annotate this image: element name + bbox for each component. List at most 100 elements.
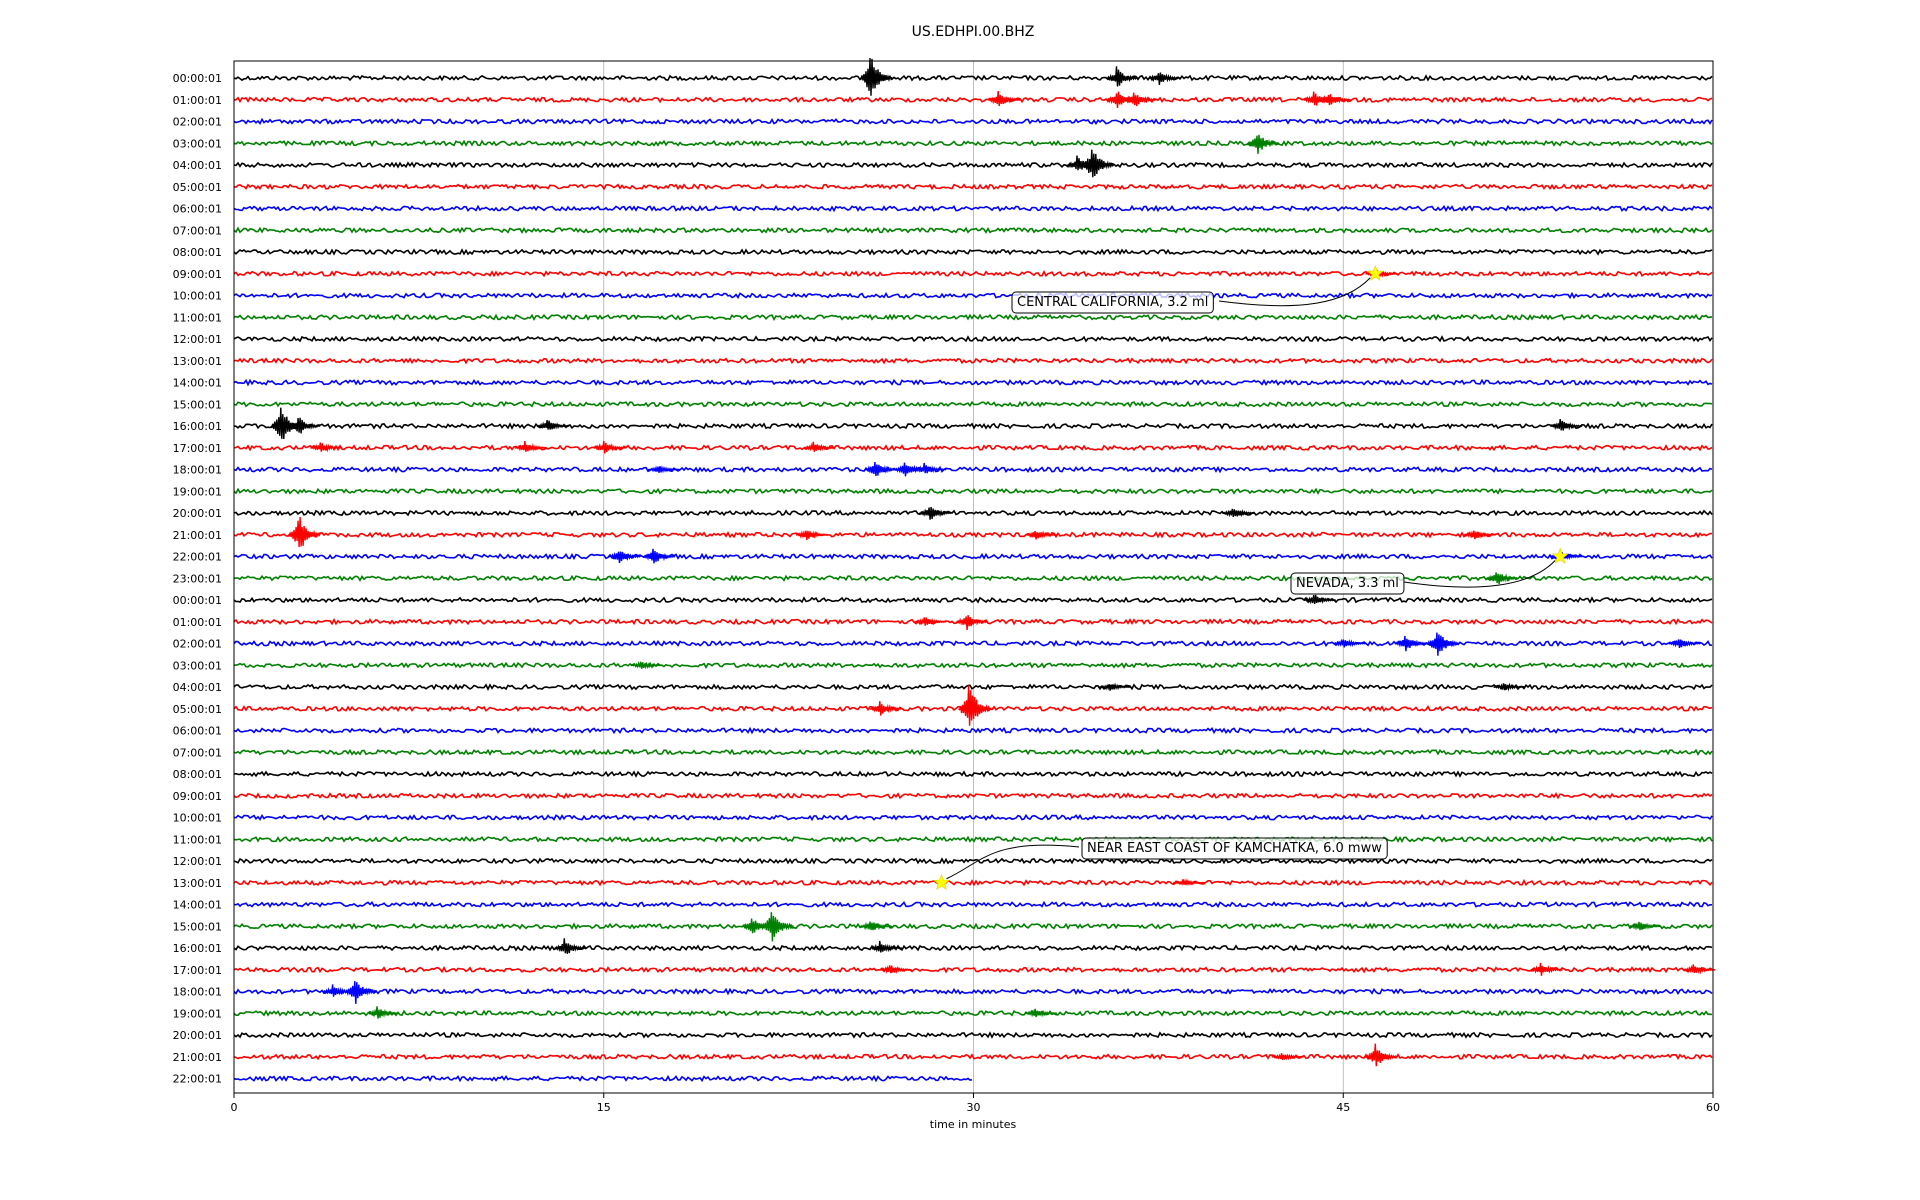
burst-wiggle bbox=[958, 685, 992, 726]
trace-row bbox=[233, 596, 1713, 604]
seismic-bursts bbox=[270, 57, 1716, 1067]
trace-row bbox=[233, 879, 1713, 887]
trace-row bbox=[234, 96, 1713, 104]
trace-row bbox=[233, 509, 1713, 517]
burst-wiggle bbox=[1098, 682, 1132, 691]
burst-wiggle bbox=[1066, 155, 1100, 171]
row-label: 00:00:01 bbox=[173, 72, 222, 85]
row-label: 06:00:01 bbox=[173, 725, 222, 738]
burst-wiggle bbox=[955, 615, 989, 631]
x-axis-ticks: 0 15 30 45 60 bbox=[231, 1093, 1720, 1114]
trace-row bbox=[233, 313, 1713, 321]
event-label: NEAR EAST COAST OF KAMCHATKA, 6.0 mww bbox=[1087, 841, 1382, 856]
event-label-box bbox=[1081, 837, 1388, 860]
trace-row bbox=[233, 922, 1713, 930]
burst-wiggle bbox=[859, 921, 893, 931]
trace-row bbox=[233, 552, 1713, 561]
row-label: 20:00:01 bbox=[173, 1029, 222, 1042]
row-label: 10:00:01 bbox=[173, 290, 222, 303]
event-annotation: NEVADA, 3.3 ml bbox=[1290, 547, 1569, 595]
row-label: 05:00:01 bbox=[173, 703, 222, 716]
burst-wiggle bbox=[287, 417, 321, 434]
trace-row bbox=[233, 900, 1712, 909]
row-label: 19:00:01 bbox=[173, 485, 222, 498]
burst-wiggle bbox=[1530, 962, 1563, 976]
burst-wiggle bbox=[869, 940, 903, 953]
trace-row bbox=[233, 422, 1713, 430]
trace-row bbox=[233, 813, 1713, 822]
burst-wiggle bbox=[593, 440, 627, 454]
event-star-marker bbox=[932, 873, 950, 890]
row-label: 12:00:01 bbox=[173, 855, 222, 868]
burst-wiggle bbox=[1426, 632, 1460, 656]
burst-wiggle bbox=[1683, 964, 1716, 975]
row-label: 07:00:01 bbox=[173, 224, 222, 237]
row-label: 03:00:01 bbox=[173, 137, 222, 150]
burst-wiggle bbox=[1333, 638, 1366, 648]
burst-wiggle bbox=[1463, 530, 1497, 540]
trace-row bbox=[233, 531, 1713, 539]
burst-wiggle bbox=[1172, 878, 1206, 887]
x-axis-label: time in minutes bbox=[930, 1118, 1017, 1131]
trace-row bbox=[233, 683, 1713, 691]
row-label: 04:00:01 bbox=[173, 159, 222, 172]
trace-row bbox=[233, 335, 1713, 343]
x-tick-label: 45 bbox=[1336, 1101, 1350, 1114]
row-label: 10:00:01 bbox=[173, 812, 222, 825]
x-tick-label: 30 bbox=[967, 1101, 981, 1114]
trace-row bbox=[233, 965, 1713, 974]
burst-wiggle bbox=[322, 984, 355, 997]
x-tick-label: 60 bbox=[1706, 1101, 1720, 1114]
burst-wiggle bbox=[287, 516, 321, 548]
trace-row bbox=[233, 944, 1713, 952]
trace-row bbox=[233, 248, 1713, 256]
row-label: 09:00:01 bbox=[173, 790, 222, 803]
trace-row bbox=[233, 117, 1713, 125]
row-label: 08:00:01 bbox=[173, 246, 222, 259]
row-label: 19:00:01 bbox=[173, 1007, 222, 1020]
x-tick-label: 15 bbox=[597, 1101, 611, 1114]
burst-wiggle bbox=[741, 918, 775, 934]
burst-wiggle bbox=[1550, 419, 1583, 431]
burst-wiggle bbox=[1394, 635, 1428, 652]
row-label: 18:00:01 bbox=[173, 986, 222, 999]
seismogram-traces bbox=[233, 74, 1713, 1083]
row-label: 11:00:01 bbox=[173, 311, 222, 324]
burst-wiggle bbox=[803, 441, 836, 452]
trace-row bbox=[233, 1074, 973, 1083]
burst-wiggle bbox=[647, 465, 681, 474]
burst-wiggle bbox=[1246, 134, 1280, 154]
burst-wiggle bbox=[859, 57, 893, 96]
event-connector bbox=[1218, 277, 1371, 307]
trace-row bbox=[233, 487, 1713, 495]
row-label: 09:00:01 bbox=[173, 268, 222, 281]
row-label: 04:00:01 bbox=[173, 681, 222, 694]
burst-wiggle bbox=[536, 420, 570, 430]
row-label: 05:00:01 bbox=[173, 181, 222, 194]
event-label: CENTRAL CALIFORNIA, 3.2 ml bbox=[1017, 295, 1208, 310]
row-time-labels: 00:00:01 01:00:01 02:00:01 03:00:01 04:00:01… bbox=[173, 72, 222, 1086]
trace-row bbox=[233, 204, 1713, 213]
burst-wiggle bbox=[514, 441, 548, 452]
event-annotations: CENTRAL CALIFORNIA, 3.2 ml NEVADA, 3.3 ml… bbox=[932, 264, 1569, 890]
row-label: 17:00:01 bbox=[173, 964, 222, 977]
row-label: 16:00:01 bbox=[173, 420, 222, 433]
burst-wiggle bbox=[1668, 639, 1701, 648]
row-label: 17:00:01 bbox=[173, 442, 222, 455]
trace-row bbox=[233, 139, 1713, 148]
burst-wiggle bbox=[913, 462, 947, 474]
burst-wiggle bbox=[987, 90, 1021, 107]
burst-wiggle bbox=[1365, 1043, 1398, 1067]
trace-row bbox=[233, 444, 1713, 452]
trace-row bbox=[233, 748, 1713, 756]
burst-wiggle bbox=[608, 551, 641, 564]
event-label-box bbox=[1290, 572, 1405, 595]
burst-wiggle bbox=[1485, 572, 1519, 585]
trace-row bbox=[233, 726, 1713, 735]
burst-wiggle bbox=[1303, 594, 1336, 605]
trace-row bbox=[233, 1053, 1713, 1061]
row-label: 16:00:01 bbox=[173, 942, 222, 955]
row-label: 01:00:01 bbox=[173, 616, 222, 629]
row-label: 13:00:01 bbox=[173, 355, 222, 368]
